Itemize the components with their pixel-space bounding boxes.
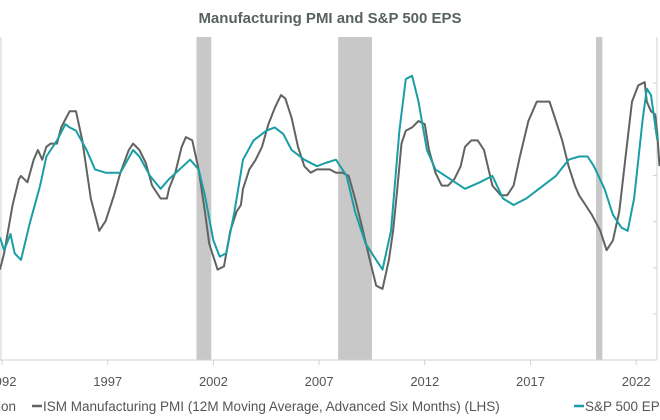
x-axis-ticks: 1992 1997 2002 2007 2012 2017 2022 <box>0 360 651 389</box>
recession-band <box>596 37 603 360</box>
x-tick-label: 2007 <box>305 374 334 389</box>
x-tick-label: 1997 <box>93 374 122 389</box>
eps-series-line <box>0 74 659 271</box>
x-tick-label: 1992 <box>0 374 16 389</box>
x-tick-label: 2002 <box>199 374 228 389</box>
pmi-series-line <box>0 81 660 290</box>
recession-bands <box>196 37 603 360</box>
x-tick-label: 2017 <box>516 374 545 389</box>
legend-recession-label: Recession <box>0 399 16 414</box>
series-lines <box>0 74 660 290</box>
legend-pmi-label: ISM Manufacturing PMI (12M Moving Averag… <box>43 399 500 414</box>
legend-eps-label: S&P 500 EPS <box>585 399 660 414</box>
x-tick-label: 2022 <box>622 374 651 389</box>
legend: Recession ISM Manufacturing PMI (12M Mov… <box>0 399 660 414</box>
chart-title: Manufacturing PMI and S&P 500 EPS <box>198 10 461 27</box>
x-tick-label: 2012 <box>410 374 439 389</box>
